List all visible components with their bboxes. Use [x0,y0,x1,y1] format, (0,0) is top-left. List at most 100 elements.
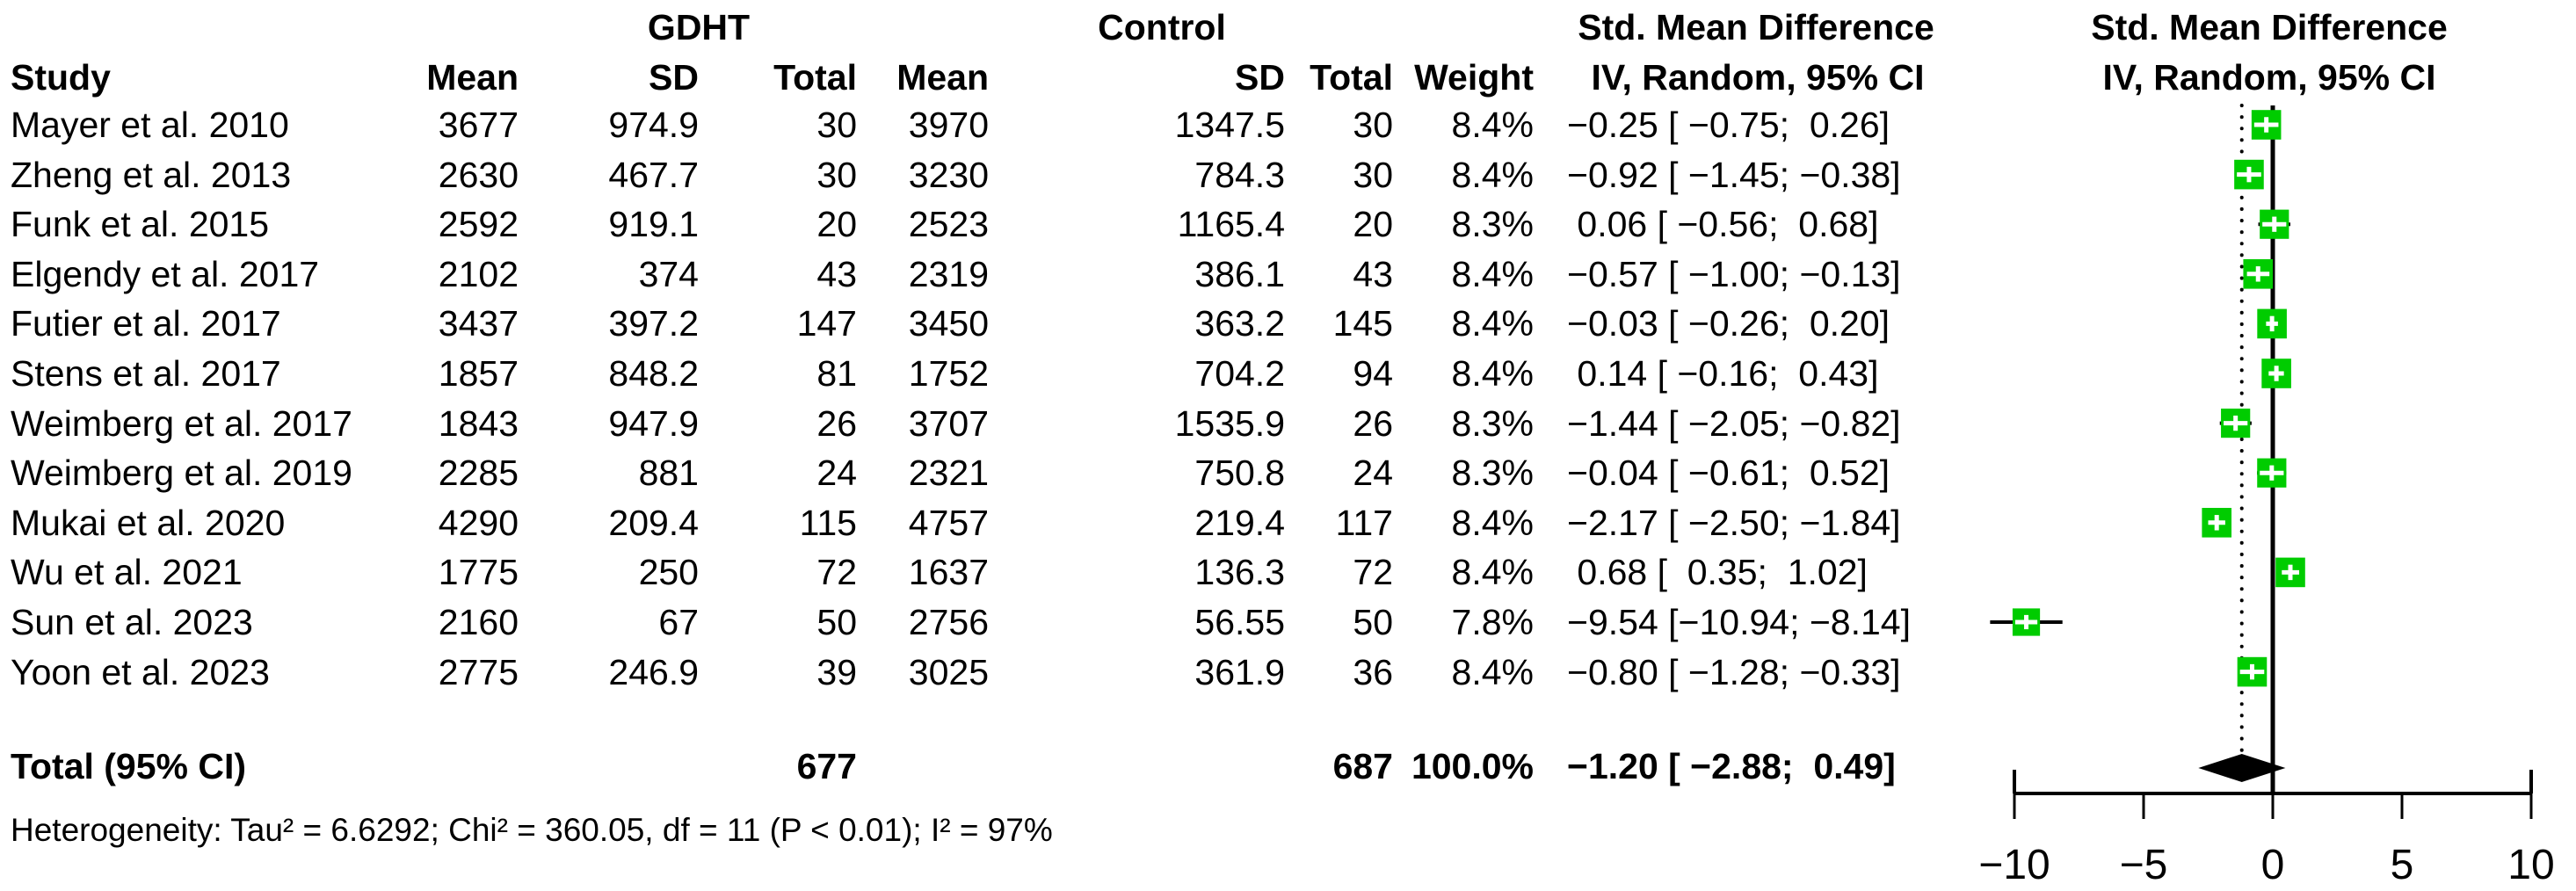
plot-column-subtitle: IV, Random, 95% CI [2102,57,2436,98]
weight-value: 8.4% [1451,651,1534,692]
weight-value: 8.4% [1451,353,1534,394]
col-header-control-mean: Mean [896,57,989,98]
table-row: Funk et al. 2015 2592 919.1 20 2523 1165.4 20 8… [0,199,2576,249]
control-mean: 2319 [908,253,989,294]
plot-column-title: Std. Mean Difference [2091,7,2448,47]
weight-value: 8.4% [1451,502,1534,543]
x-axis-tick-label: 5 [2391,842,2414,888]
study-name: Zheng et al. 2013 [11,154,292,195]
study-name: Funk et al. 2015 [11,204,270,245]
total-label: Total (95% CI) [11,746,247,786]
study-name: Futier et al. 2017 [11,303,281,344]
control-mean: 2321 [908,453,989,494]
total-control-total: 687 [1332,746,1393,786]
gdht-total: 24 [816,453,857,494]
group-header-gdht: GDHT [647,7,751,47]
gdht-mean: 2285 [438,453,519,494]
table-row: Weimberg et al. 2017 1843 947.9 26 3707 1535.… [0,399,2576,448]
study-name: Mukai et al. 2020 [11,502,286,543]
study-name: Sun et al. 2023 [11,602,253,642]
gdht-mean: 2592 [438,204,519,245]
weight-value: 8.4% [1451,552,1534,593]
smd-ci-text: −0.80 [ −1.28; −0.33] [1567,651,1901,692]
smd-column-title: Std. Mean Difference [1578,7,1934,47]
control-total: 20 [1353,204,1393,245]
smd-ci-text: −0.25 [ −0.75; 0.26] [1567,105,1890,145]
gdht-mean: 2775 [438,651,519,692]
weight-value: 8.4% [1451,154,1534,195]
gdht-total: 43 [816,253,857,294]
gdht-total: 147 [796,303,857,344]
control-mean: 3970 [908,105,989,145]
study-name: Weimberg et al. 2017 [11,402,352,444]
gdht-sd: 881 [638,453,699,494]
total-effect-diamond [2198,754,2286,782]
control-mean: 2756 [908,602,989,642]
weight-value: 8.4% [1451,105,1534,145]
control-mean: 3450 [908,303,989,344]
control-total: 36 [1353,651,1393,692]
gdht-mean: 1775 [438,552,519,593]
col-header-control-sd: SD [1235,57,1285,98]
gdht-sd: 250 [638,552,699,593]
control-total: 72 [1353,552,1393,593]
smd-ci-text: −0.03 [ −0.26; 0.20] [1567,303,1890,344]
gdht-total: 72 [816,552,857,593]
smd-ci-text: 0.06 [ −0.56; 0.68] [1567,204,1879,245]
smd-ci-text: −0.04 [ −0.61; 0.52] [1567,453,1890,494]
control-sd: 219.4 [1194,502,1285,543]
gdht-mean: 2160 [438,602,519,642]
control-sd: 1165.4 [1177,204,1285,245]
control-sd: 386.1 [1194,253,1285,294]
table-row: Mayer et al. 2010 3677 974.9 30 3970 1347.5 30… [0,100,2576,149]
study-name: Mayer et al. 2010 [11,105,289,145]
weight-value: 7.8% [1451,602,1534,642]
table-row: Yoon et al. 2023 2775 246.9 39 3025 361.9 36 8.… [0,648,2576,697]
gdht-mean: 2630 [438,154,519,195]
control-sd: 750.8 [1194,453,1285,494]
control-mean: 2523 [908,204,989,245]
col-header-gdht-sd: SD [649,57,699,98]
table-row: Futier et al. 2017 3437 397.2 147 3450 363.2 1… [0,299,2576,348]
gdht-total: 30 [816,154,857,195]
gdht-sd: 209.4 [608,502,699,543]
smd-ci-text: 0.14 [ −0.16; 0.43] [1567,353,1879,394]
gdht-total: 26 [816,402,857,444]
smd-ci-text: −2.17 [ −2.50; −1.84] [1567,502,1901,543]
gdht-total: 115 [799,502,857,543]
x-axis-tick-label: 10 [2507,842,2554,888]
gdht-total: 20 [816,204,857,245]
control-total: 145 [1332,303,1393,344]
gdht-sd: 246.9 [608,651,699,692]
control-total: 26 [1353,402,1393,444]
gdht-mean: 3437 [438,303,519,344]
weight-value: 8.4% [1451,253,1534,294]
total-weight: 100.0% [1411,746,1534,786]
total-gdht-total: 677 [796,746,857,786]
study-name: Stens et al. 2017 [11,353,281,394]
smd-column-subtitle: IV, Random, 95% CI [1591,57,1925,98]
smd-ci-text: −0.57 [ −1.00; −0.13] [1567,253,1901,294]
control-total: 94 [1353,353,1393,394]
smd-ci-text: 0.68 [ 0.35; 1.02] [1567,552,1868,593]
total-row: Total (95% CI) 677 687 100.0% −1.20 [ −2… [0,742,2576,791]
gdht-sd: 919.1 [608,204,699,245]
control-mean: 3707 [908,402,989,444]
gdht-mean: 3677 [438,105,519,145]
table-row: Weimberg et al. 2019 2285 881 24 2321 750.8 24… [0,448,2576,497]
smd-ci-text: −9.54 [−10.94; −8.14] [1567,602,1911,642]
table-row: Sun et al. 2023 2160 67 50 2756 56.55 50 7.8% −9… [0,598,2576,647]
gdht-total: 50 [816,602,857,642]
x-axis-tick-label: −5 [2120,842,2168,888]
gdht-sd: 974.9 [608,105,699,145]
smd-ci-text: −1.44 [ −2.05; −0.82] [1567,402,1901,444]
col-header-gdht-mean: Mean [426,57,519,98]
weight-value: 8.4% [1451,303,1534,344]
control-sd: 361.9 [1194,651,1285,692]
control-sd: 704.2 [1194,353,1285,394]
total-smd-ci: −1.20 [ −2.88; 0.49] [1567,746,1896,786]
gdht-sd: 467.7 [608,154,699,195]
gdht-sd: 374 [638,253,699,294]
